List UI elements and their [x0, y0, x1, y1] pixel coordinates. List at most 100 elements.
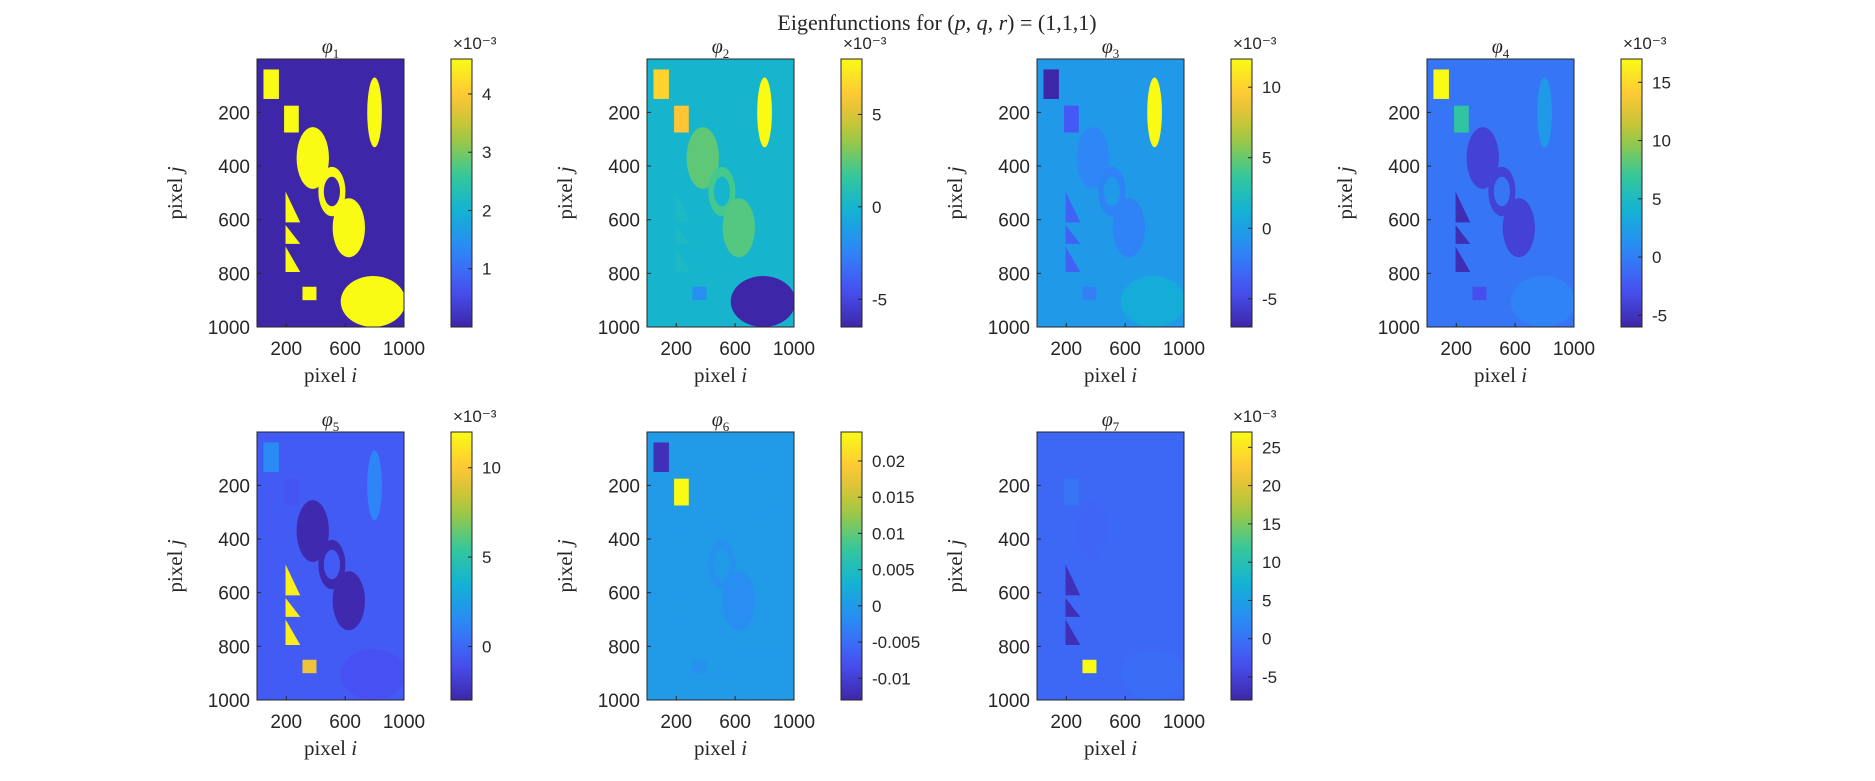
heatmap-region-triangle	[675, 564, 691, 596]
heatmap-region-rect2	[1064, 478, 1079, 506]
heatmap-region-small-rect	[692, 659, 707, 674]
heatmap-region-triangle	[1065, 246, 1081, 273]
colorbar-tick-label: 0	[872, 597, 881, 616]
colorbar: -5 0 5 10 ×10⁻³	[1230, 34, 1281, 328]
x-tick-label: 1000	[383, 339, 425, 360]
heatmap-region-triangle	[1455, 246, 1471, 273]
colorbar-tick-label: 20	[1262, 477, 1281, 496]
colorbar-tick-label: 0	[1262, 630, 1271, 649]
heatmap-region-rect2	[1454, 105, 1469, 133]
heatmap-region-triangle	[675, 598, 691, 617]
heatmap-region-triangle	[1455, 191, 1471, 223]
heatmap-region-ellipse-mid	[1112, 571, 1146, 631]
y-tick-label: 800	[218, 264, 250, 285]
panel-title: φ6	[712, 409, 730, 434]
y-tick-label: 800	[998, 264, 1030, 285]
axes-frame	[646, 58, 795, 328]
x-tick-label: 600	[1109, 712, 1141, 733]
x-axis-label: pixel i	[304, 736, 357, 760]
x-tick-label: 200	[1440, 339, 1472, 360]
x-tick-label: 1000	[1553, 339, 1595, 360]
heatmap-region-ellipse-top	[1147, 77, 1162, 148]
y-axis-label: pixel j	[943, 539, 967, 592]
y-tick-label: 600	[998, 211, 1030, 232]
colorbar-tick-label: 5	[872, 105, 881, 124]
y-tick-label: 200	[1388, 103, 1420, 124]
eigenfunction-panel: 200 400 600 800 1000 200 600 1000 φ2 pixel i pixel…	[553, 34, 887, 387]
heatmap-region-small-rect	[1082, 286, 1097, 301]
colorbar-tick-label: 0.02	[872, 452, 905, 471]
colorbar-exponent: ×10⁻³	[453, 407, 497, 426]
y-tick-label: 400	[608, 157, 640, 178]
colorbar-tick-label: 10	[1262, 553, 1281, 572]
figure-title-part: p	[953, 10, 966, 35]
colorbar-tick-label: 5	[1262, 591, 1271, 610]
panel-title: φ1	[322, 36, 340, 61]
colorbar-tick-label: 10	[1652, 132, 1671, 151]
panel-title: φ7	[1102, 409, 1120, 434]
heatmap-region-rect2	[284, 478, 299, 506]
heatmap-region-ellipse-big	[296, 500, 329, 562]
x-tick-label: 1000	[1163, 712, 1205, 733]
heatmap-region-ellipse-big	[1466, 127, 1499, 189]
heatmap-region-rect2	[674, 105, 689, 133]
colorbar-tick-label: 2	[482, 201, 491, 220]
y-axis-label: pixel j	[163, 166, 187, 219]
heatmap-region-small-rect	[302, 286, 317, 301]
y-axis-label: pixel j	[163, 539, 187, 592]
heatmap-region-ellipse-big	[1076, 127, 1109, 189]
heatmap-region-triangle	[1065, 191, 1081, 223]
figure-title-part: ) = (1,1,1)	[1007, 10, 1096, 35]
x-tick-label: 600	[329, 712, 361, 733]
figure-title-part: Eigenfunctions for	[777, 10, 947, 35]
colorbar-exponent: ×10⁻³	[1623, 34, 1667, 53]
y-tick-label: 1000	[208, 691, 250, 712]
heatmap-region-triangle	[675, 619, 691, 646]
heatmap-region-triangle	[675, 191, 691, 223]
y-tick-label: 1000	[598, 691, 640, 712]
y-axis-label: pixel j	[943, 166, 967, 219]
colorbar: -5 0 5 10 15 20 25 ×10⁻³	[1230, 407, 1281, 701]
y-tick-label: 400	[998, 157, 1030, 178]
heatmap-region-rect1	[1043, 442, 1059, 472]
heatmap-region-ellipse-top	[1537, 77, 1552, 148]
heatmap-region-triangle	[1065, 225, 1081, 244]
eigenfunction-panel: 200 400 600 800 1000 200 600 1000 φ1 pixel i pixel…	[163, 34, 497, 387]
axes-frame	[256, 431, 405, 701]
heatmap-region-ellipse-bottom	[730, 649, 794, 700]
x-tick-label: 1000	[1163, 339, 1205, 360]
colorbar-gradient	[840, 431, 863, 701]
y-tick-label: 200	[608, 476, 640, 497]
y-tick-label: 400	[218, 157, 250, 178]
eigenfunction-panel: 200 400 600 800 1000 200 600 1000 φ3 pixel i pixel…	[943, 34, 1281, 387]
heatmap-region-ellipse-big	[686, 127, 719, 189]
heatmap-region-small-rect	[1472, 286, 1487, 301]
x-tick-label: 200	[1050, 712, 1082, 733]
colorbar-tick-label: 1	[482, 260, 491, 279]
x-tick-label: 200	[1050, 339, 1082, 360]
colorbar-tick-label: 15	[1262, 515, 1281, 534]
colorbar-tick-label: 0.015	[872, 488, 915, 507]
y-tick-label: 400	[218, 530, 250, 551]
colorbar-tick-label: -0.005	[872, 633, 920, 652]
colorbar-tick-label: -5	[1262, 290, 1277, 309]
axes-frame	[1036, 58, 1185, 328]
y-tick-label: 600	[998, 584, 1030, 605]
y-tick-label: 800	[218, 637, 250, 658]
colorbar-tick-label: 5	[482, 548, 491, 567]
colorbar-gradient	[1230, 58, 1253, 328]
colorbar: -5 0 5 ×10⁻³	[840, 34, 887, 328]
panel-title: φ5	[322, 409, 340, 434]
colorbar-tick-label: -5	[1652, 306, 1667, 325]
y-tick-label: 600	[608, 211, 640, 232]
x-tick-label: 1000	[773, 339, 815, 360]
colorbar-exponent: ×10⁻³	[453, 34, 497, 53]
heatmap-region-ellipse-mid	[332, 571, 366, 631]
heatmap-region-triangle	[1065, 619, 1081, 646]
colorbar-tick-label: 3	[482, 143, 491, 162]
eigenfunction-panel: 200 400 600 800 1000 200 600 1000 φ6 pixel i pixel…	[553, 409, 920, 760]
heatmap-region-ellipse-bottom	[730, 276, 794, 327]
colorbar-tick-label: 0.005	[872, 561, 915, 580]
colorbar: 1 2 3 4 ×10⁻³	[450, 34, 497, 328]
